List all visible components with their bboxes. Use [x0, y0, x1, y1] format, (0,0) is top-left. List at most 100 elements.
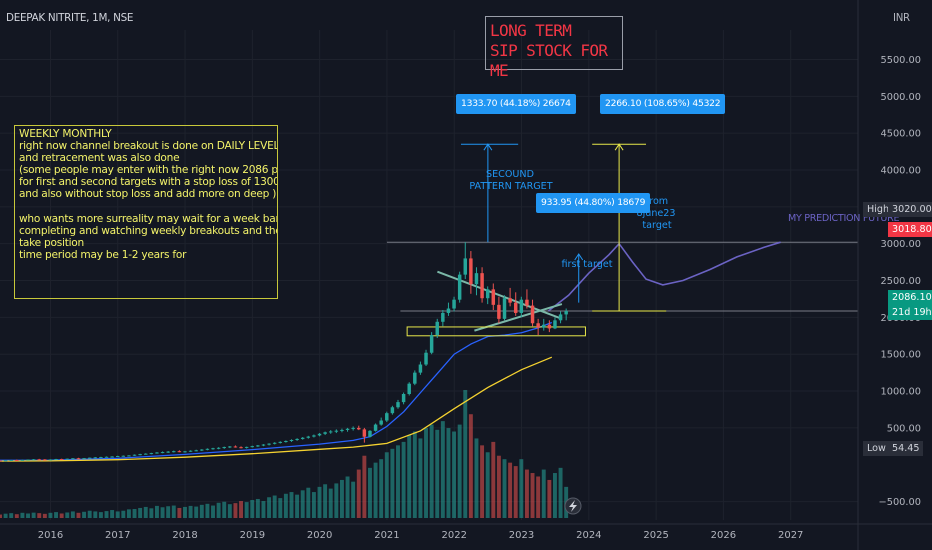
- moving-averages: [0, 321, 553, 462]
- candle-body: [413, 372, 417, 384]
- volume-bars: [0, 390, 569, 518]
- candle-body: [480, 273, 484, 299]
- volume-bar: [317, 486, 322, 518]
- volume-bar: [255, 498, 260, 518]
- from-label-2: 8june23: [636, 208, 675, 219]
- volume-bar: [424, 428, 428, 518]
- candle-body: [485, 289, 490, 299]
- symbol-title[interactable]: DEEPAK NITRITE, 1M, NSE: [6, 12, 133, 24]
- candle-body: [121, 455, 126, 457]
- volume-bar: [227, 504, 232, 518]
- measure-callout-1[interactable]: 1333.70 (44.18%) 26674: [456, 94, 576, 114]
- volume-bar: [468, 414, 473, 518]
- candle-body: [71, 458, 75, 460]
- volume-bar: [194, 506, 199, 518]
- candle-body: [530, 305, 535, 324]
- volume-bar: [110, 510, 115, 518]
- y-tick-label: 4000.00: [880, 166, 921, 177]
- volume-bar: [334, 483, 339, 518]
- note-line: right now channel breakout is done on DA…: [19, 140, 278, 153]
- volume-bar: [418, 438, 423, 518]
- candle-body: [59, 458, 64, 460]
- candle-body: [328, 431, 333, 433]
- candle-body: [87, 457, 92, 459]
- candle-body: [362, 429, 367, 437]
- volume-bar: [502, 459, 507, 518]
- candle-body: [37, 459, 41, 461]
- second-target-label-1: SECOUND: [486, 169, 534, 180]
- candle-body: [115, 456, 120, 458]
- volume-bar: [295, 494, 300, 518]
- x-tick-label: 2019: [240, 530, 265, 541]
- candle-body: [424, 352, 428, 365]
- volume-bar: [138, 507, 143, 518]
- candle-body: [261, 444, 266, 446]
- candle-body: [368, 430, 372, 437]
- note-line: for first and second targets with a stop…: [19, 176, 278, 189]
- volume-bar: [104, 511, 109, 518]
- volume-bar: [300, 490, 305, 518]
- candle-body: [463, 258, 468, 275]
- volume-bar: [457, 424, 462, 518]
- candle-body: [76, 458, 81, 460]
- arrow-head: [614, 143, 624, 151]
- marker-price-tag[interactable]: 3018.80: [888, 222, 932, 237]
- candle-body: [166, 451, 170, 453]
- candle-body: [508, 298, 512, 303]
- candle-body: [513, 302, 518, 313]
- y-tick-label: 500.00: [887, 423, 921, 434]
- candle-body: [300, 437, 305, 439]
- x-tick-label: 2016: [38, 530, 63, 541]
- volume-bar: [166, 506, 171, 518]
- y-tick-label: 1000.00: [880, 387, 921, 398]
- volume-bar: [401, 441, 406, 518]
- candle-body: [244, 446, 249, 448]
- volume-bar: [160, 507, 165, 518]
- volume-bar: [54, 512, 59, 518]
- candle-body: [267, 443, 271, 445]
- volume-bar: [384, 452, 389, 518]
- arrow-head: [483, 143, 493, 151]
- volume-bar: [530, 473, 535, 518]
- note-line: [19, 201, 273, 213]
- x-tick-label: 2024: [576, 530, 601, 541]
- volume-bar: [558, 467, 563, 518]
- promo-line-1: LONG TERM: [490, 21, 572, 40]
- measure-callout-3[interactable]: 933.95 (44.80%) 18679: [536, 193, 651, 213]
- prediction-label: MY PREDICTION FUTURE: [788, 213, 899, 224]
- volume-bar: [272, 495, 277, 518]
- volume-bar: [37, 513, 42, 518]
- candle-body: [20, 459, 25, 461]
- candle-body: [396, 402, 400, 408]
- volume-bar: [496, 455, 501, 518]
- candle-body: [194, 450, 198, 452]
- volume-bar: [143, 506, 148, 518]
- low-label: Low: [863, 441, 890, 456]
- candle-body: [138, 454, 142, 456]
- volume-bar: [541, 469, 546, 518]
- volume-bar: [519, 459, 524, 518]
- candle-body: [407, 383, 411, 394]
- x-tick-label: 2020: [307, 530, 332, 541]
- volume-bar: [9, 513, 14, 518]
- y-tick-label: 3000.00: [880, 239, 921, 250]
- volume-bar: [463, 390, 468, 518]
- note-line: take position: [19, 236, 84, 249]
- y-tick-label: 2500.00: [880, 276, 921, 287]
- candle-body: [289, 439, 294, 442]
- promo-box: LONG TERM SIP STOCK FOR ME: [485, 16, 623, 80]
- candle-body: [222, 447, 226, 449]
- candle-body: [272, 442, 277, 444]
- volume-bar: [267, 497, 272, 518]
- volume-bar: [339, 479, 344, 518]
- candle-body: [172, 451, 176, 453]
- candle-body: [239, 447, 243, 449]
- candle-body: [233, 446, 238, 448]
- flash-icon[interactable]: [564, 497, 582, 515]
- measure-callout-2[interactable]: 2266.10 (108.65%) 45322: [600, 94, 726, 114]
- current-price-tag[interactable]: 2086.10: [888, 290, 932, 305]
- candle-body: [497, 304, 501, 319]
- candle-body: [132, 454, 137, 456]
